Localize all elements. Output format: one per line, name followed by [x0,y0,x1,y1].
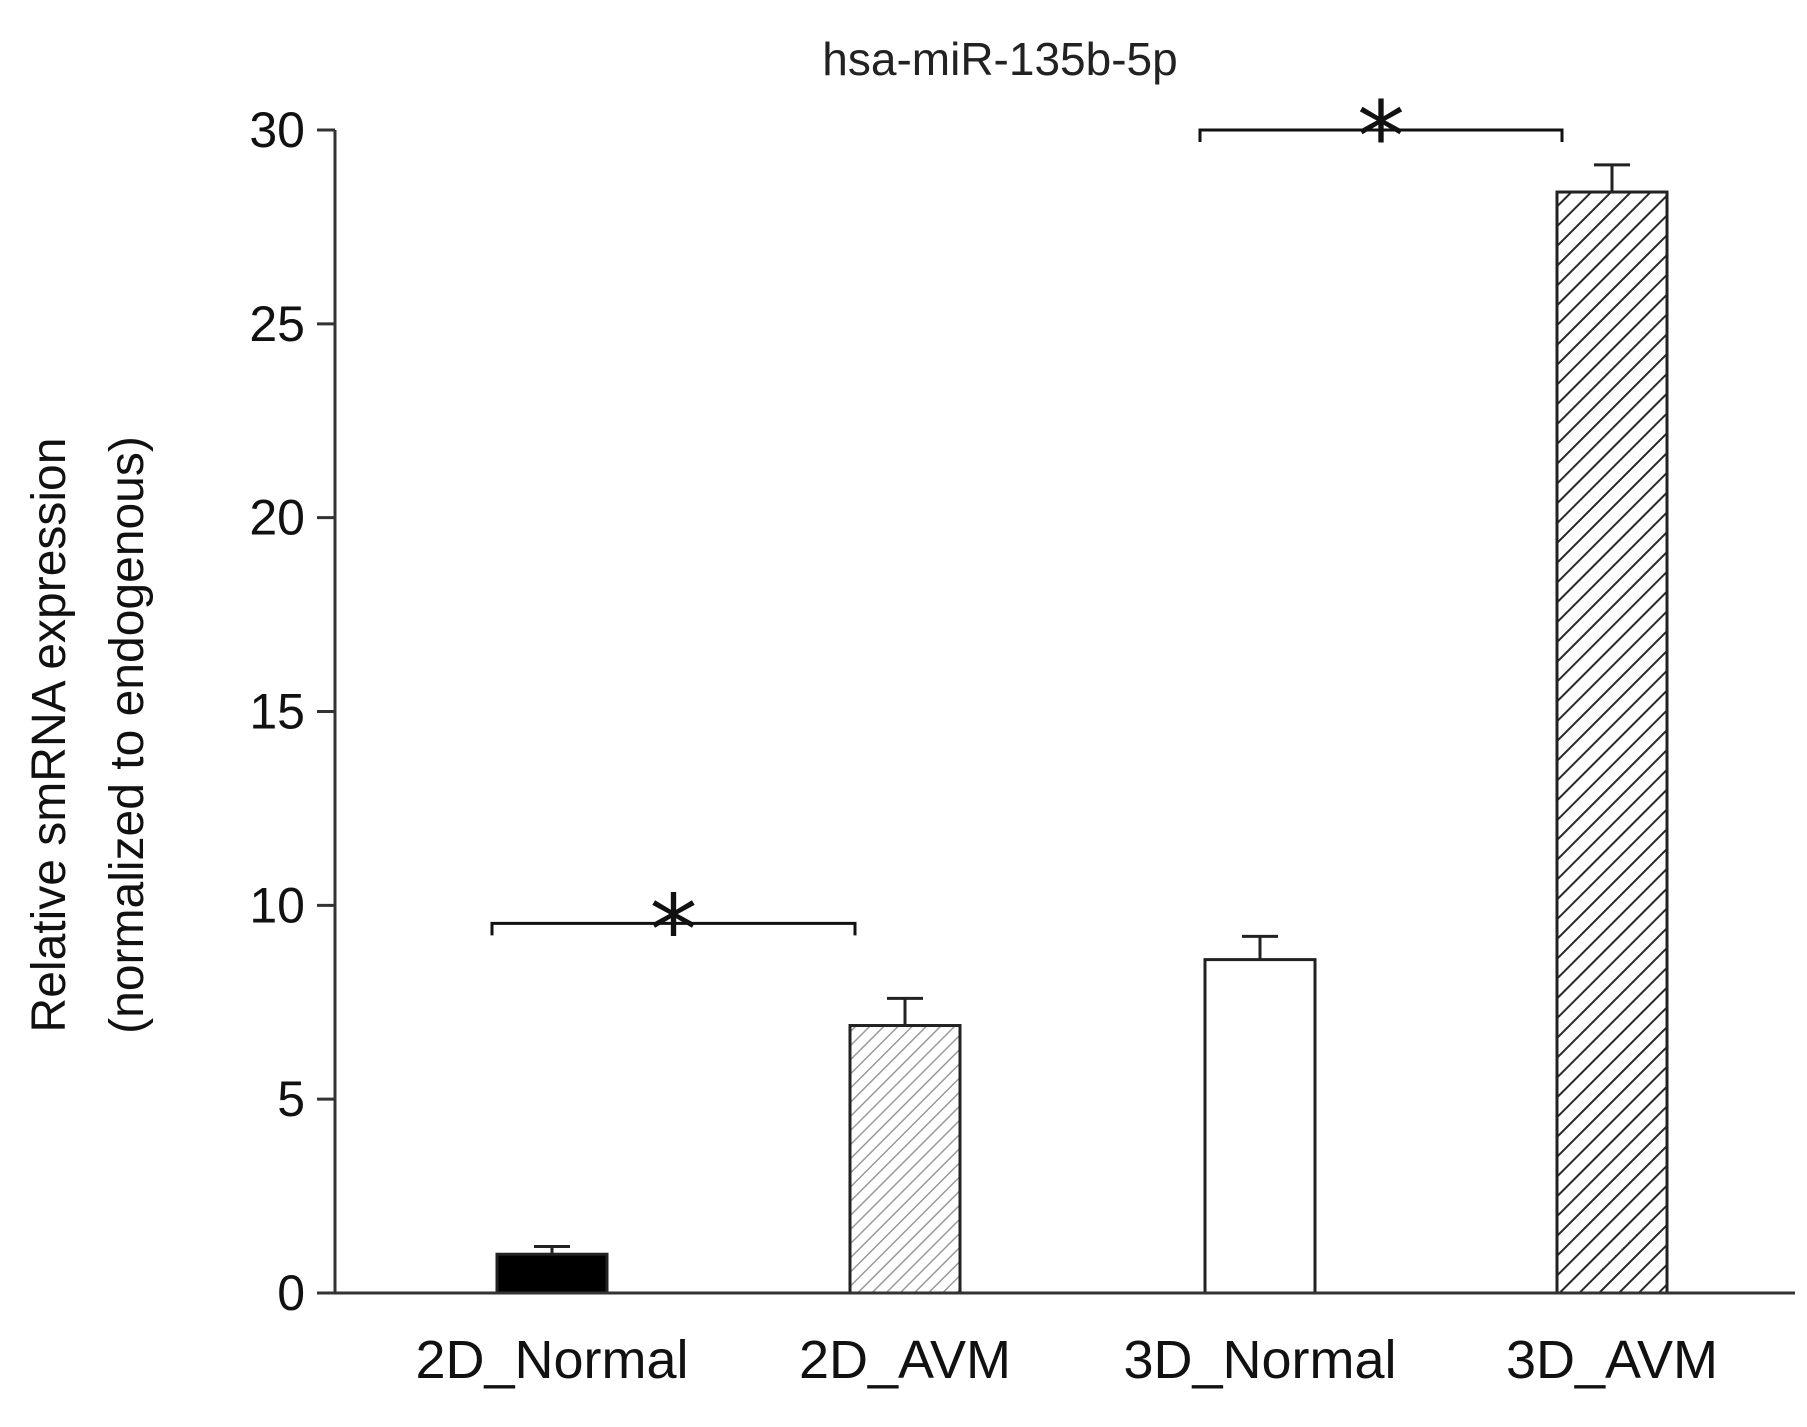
chart-title: hsa-miR-135b-5p [822,33,1177,85]
x-category-label: 2D_Normal [415,1330,688,1390]
x-category-label: 3D_Normal [1123,1330,1396,1390]
y-tick-label: 20 [249,490,305,546]
y-axis-label-line1: Relative smRNA expression [23,438,76,1033]
y-tick-label: 25 [249,296,305,352]
x-category-label: 2D_AVM [799,1330,1011,1390]
y-tick-label: 10 [249,877,305,933]
significance-group: ** [490,81,1564,986]
y-tick-label: 30 [249,102,305,158]
y-tick-label: 15 [249,684,305,740]
y-axis-label-line2: (normalized to endogenous) [101,436,154,1034]
bar-3d-avm [1555,190,1669,1295]
bars-group: 2D_Normal 2D_AVM 3D_Normal 3D_AVM [415,163,1718,1390]
significance-bracket [1198,128,1564,142]
y-axis-ticks: 0 5 10 15 20 25 30 [249,102,335,1321]
bar-3d-normal [1203,958,1317,1295]
y-tick-label: 0 [277,1265,305,1321]
significance-bracket [490,921,857,936]
significance-star: * [650,874,698,986]
bar-2d-normal [495,1252,609,1295]
x-category-label: 3D_AVM [1506,1330,1718,1390]
y-tick-label: 5 [277,1071,305,1127]
bar-2d-avm [848,1024,962,1295]
significance-star: * [1357,81,1405,193]
